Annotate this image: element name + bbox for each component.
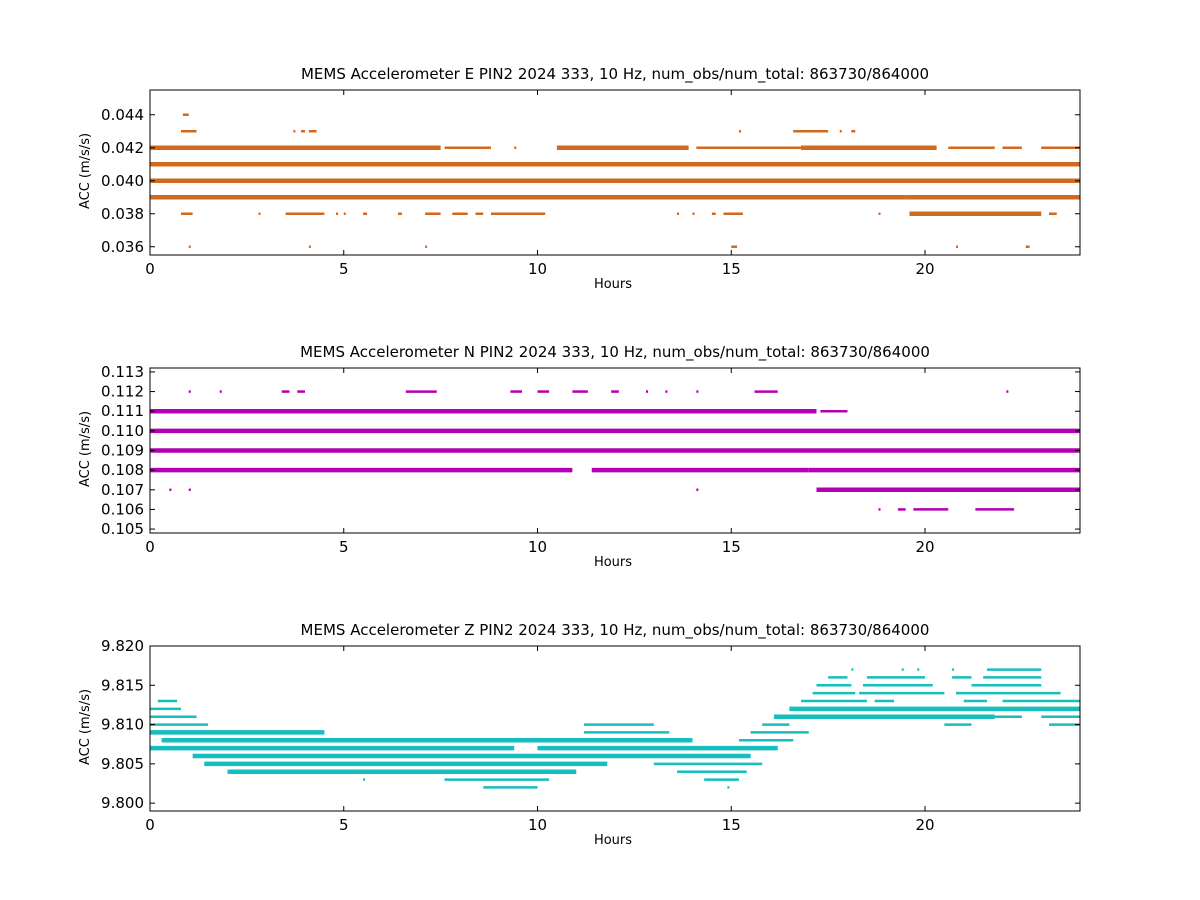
x-tick-label: 0 (145, 538, 155, 556)
chart-panel-vertical: MEMS Accelerometer Z PIN2 2024 333, 10 H… (78, 621, 1081, 848)
x-tick-label: 5 (339, 816, 349, 834)
x-axis-label: Hours (594, 833, 632, 848)
y-tick-label: 0.112 (101, 383, 144, 401)
y-tick-label: 0.105 (101, 520, 144, 538)
x-tick-label: 15 (722, 538, 741, 556)
x-tick-label: 20 (915, 260, 934, 278)
x-tick-label: 5 (339, 538, 349, 556)
x-tick-label: 0 (145, 260, 155, 278)
y-tick-label: 0.111 (101, 402, 144, 420)
y-tick-label: 9.805 (101, 755, 144, 773)
plot-frame (149, 89, 1081, 256)
y-tick-label: 0.107 (101, 481, 144, 499)
y-tick-label: 9.810 (101, 716, 144, 734)
x-tick-label: 10 (528, 538, 547, 556)
y-tick-label: 0.038 (101, 205, 144, 223)
data-series (150, 668, 1080, 789)
chart-panel-north: MEMS Accelerometer N PIN2 2024 333, 10 H… (78, 343, 1081, 570)
y-tick-label: 0.044 (101, 106, 144, 124)
x-tick-label: 15 (722, 260, 741, 278)
y-tick-label: 0.109 (101, 442, 144, 460)
x-tick-label: 10 (528, 816, 547, 834)
y-tick-label: 0.040 (101, 172, 144, 190)
y-axis-label: ACC (m/s/s) (78, 133, 93, 209)
x-tick-label: 0 (145, 816, 155, 834)
y-tick-label: 9.800 (101, 794, 144, 812)
x-axis-label: Hours (594, 277, 632, 292)
x-tick-label: 10 (528, 260, 547, 278)
x-tick-label: 15 (722, 816, 741, 834)
x-tick-label: 20 (915, 816, 934, 834)
y-axis-label: ACC (m/s/s) (78, 689, 93, 765)
y-axis-label: ACC (m/s/s) (78, 411, 93, 487)
y-tick-label: 0.113 (101, 363, 144, 381)
x-axis-label: Hours (594, 555, 632, 570)
x-tick-label: 20 (915, 538, 934, 556)
data-series (150, 390, 1080, 511)
y-tick-label: 0.108 (101, 461, 144, 479)
y-tick-label: 0.042 (101, 139, 144, 157)
y-tick-label: 9.820 (101, 637, 144, 655)
chart-title: MEMS Accelerometer E PIN2 2024 333, 10 H… (301, 65, 929, 84)
y-tick-label: 0.110 (101, 422, 144, 440)
y-tick-label: 0.106 (101, 500, 144, 518)
chart-title: MEMS Accelerometer N PIN2 2024 333, 10 H… (300, 343, 930, 362)
chart-title: MEMS Accelerometer Z PIN2 2024 333, 10 H… (301, 621, 930, 640)
plot-frame (149, 645, 1081, 812)
data-series (150, 113, 1080, 248)
x-tick-label: 5 (339, 260, 349, 278)
y-tick-label: 0.036 (101, 238, 144, 256)
y-tick-label: 9.815 (101, 676, 144, 694)
chart-panel-east: MEMS Accelerometer E PIN2 2024 333, 10 H… (78, 65, 1081, 292)
